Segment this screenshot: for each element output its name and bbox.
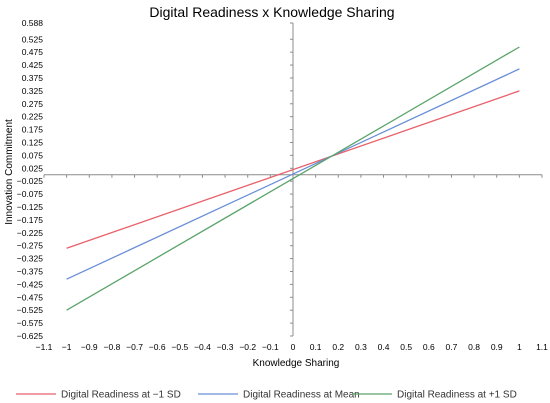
x-tick-label: −1 bbox=[62, 342, 72, 352]
x-tick-label: −0.3 bbox=[217, 342, 234, 352]
legend: Digital Readiness at −1 SD Digital Readin… bbox=[16, 390, 517, 401]
x-tick-label: 0.5 bbox=[400, 342, 412, 352]
x-tick-label: 0.7 bbox=[446, 342, 458, 352]
x-tick-label: −0.5 bbox=[171, 342, 188, 352]
x-tick-label: −0.1 bbox=[262, 342, 279, 352]
x-tick-label: −0.6 bbox=[149, 342, 166, 352]
y-tick-label: −0.275 bbox=[17, 241, 44, 251]
x-tick-label: 0.9 bbox=[491, 342, 503, 352]
y-tick-label: 0.025 bbox=[22, 163, 44, 173]
chart-title: Digital Readiness x Knowledge Sharing bbox=[149, 4, 394, 20]
y-tick-label: −0.175 bbox=[17, 215, 44, 225]
x-tick-label: 0.2 bbox=[332, 342, 344, 352]
x-tick-label: −1.1 bbox=[36, 342, 53, 352]
y-tick-label: −0.575 bbox=[17, 318, 44, 328]
series-lines bbox=[66, 46, 520, 311]
y-tick-label: 0.275 bbox=[22, 99, 44, 109]
x-tick-label: 0.4 bbox=[378, 342, 390, 352]
y-tick-label: −0.225 bbox=[17, 228, 44, 238]
y-axis-title: Innovation Commitment bbox=[4, 119, 15, 225]
x-tick-label: 0.8 bbox=[468, 342, 480, 352]
x-tick-label: −0.2 bbox=[239, 342, 256, 352]
y-tick-label: −0.425 bbox=[17, 279, 44, 289]
x-tick-label: −0.8 bbox=[104, 342, 121, 352]
y-tick-label: −0.475 bbox=[17, 292, 44, 302]
y-tick-label: 0.425 bbox=[22, 60, 44, 70]
y-tick-label: 0.125 bbox=[22, 137, 44, 147]
y-tick-label: 0.588 bbox=[22, 18, 44, 28]
y-tick-label: −0.325 bbox=[17, 254, 44, 264]
x-tick-label: 0.3 bbox=[355, 342, 367, 352]
y-tick-label: −0.525 bbox=[17, 305, 44, 315]
y-tick-label: 0.225 bbox=[22, 112, 44, 122]
series-line-1 bbox=[66, 90, 520, 249]
legend-label-3: Digital Readiness at +1 SD bbox=[397, 390, 517, 401]
y-tick-label: −0.075 bbox=[17, 189, 44, 199]
y-axis: 0.588 0.525 0.475 0.425 0.375 0.325 0.275 0.225… bbox=[17, 18, 294, 341]
legend-label-1: Digital Readiness at −1 SD bbox=[61, 390, 181, 401]
y-tick-label: 0.325 bbox=[22, 86, 44, 96]
y-tick-label: 0.525 bbox=[22, 34, 44, 44]
x-tick-label: 0.1 bbox=[310, 342, 322, 352]
x-tick-label: −0.4 bbox=[194, 342, 211, 352]
x-tick-label: 1.1 bbox=[536, 342, 548, 352]
y-tick-label: −0.625 bbox=[17, 331, 44, 341]
y-tick-label: 0.075 bbox=[22, 150, 44, 160]
y-tick-label: −0.375 bbox=[17, 266, 44, 276]
x-tick-label: 0.6 bbox=[423, 342, 435, 352]
x-tick-label: −0.7 bbox=[126, 342, 143, 352]
x-axis-title: Knowledge Sharing bbox=[253, 358, 340, 369]
y-tick-label: −0.025 bbox=[17, 176, 44, 186]
x-tick-label: 1 bbox=[517, 342, 522, 352]
series-line-2 bbox=[66, 68, 520, 280]
x-tick-label: 0 bbox=[291, 342, 296, 352]
y-tick-label: −0.125 bbox=[17, 202, 44, 212]
legend-label-2: Digital Readiness at Mean bbox=[243, 390, 360, 401]
series-line-3 bbox=[66, 46, 520, 311]
y-tick-label: 0.475 bbox=[22, 47, 44, 57]
y-tick-label: 0.175 bbox=[22, 125, 44, 135]
x-tick-label: −0.9 bbox=[81, 342, 98, 352]
y-tick-label: 0.375 bbox=[22, 73, 44, 83]
